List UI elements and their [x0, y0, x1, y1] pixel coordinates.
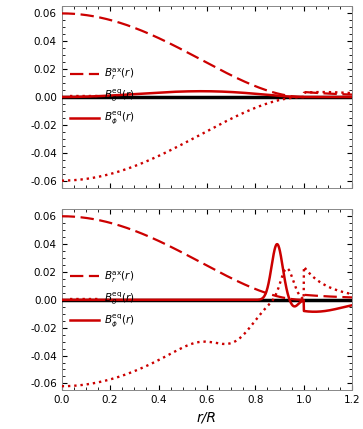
Legend: $B_r^{\mathrm{ax}}(r)$, $B_\theta^{\mathrm{eq}}(r)$, $B_\phi^{\mathrm{eq}}(r)$: $B_r^{\mathrm{ax}}(r)$, $B_\theta^{\math… [67, 266, 138, 333]
Legend: $B_r^{\mathrm{ax}}(r)$, $B_\theta^{\mathrm{eq}}(r)$, $B_\phi^{\mathrm{eq}}(r)$: $B_r^{\mathrm{ax}}(r)$, $B_\theta^{\math… [67, 63, 138, 130]
X-axis label: r/R: r/R [197, 411, 217, 425]
